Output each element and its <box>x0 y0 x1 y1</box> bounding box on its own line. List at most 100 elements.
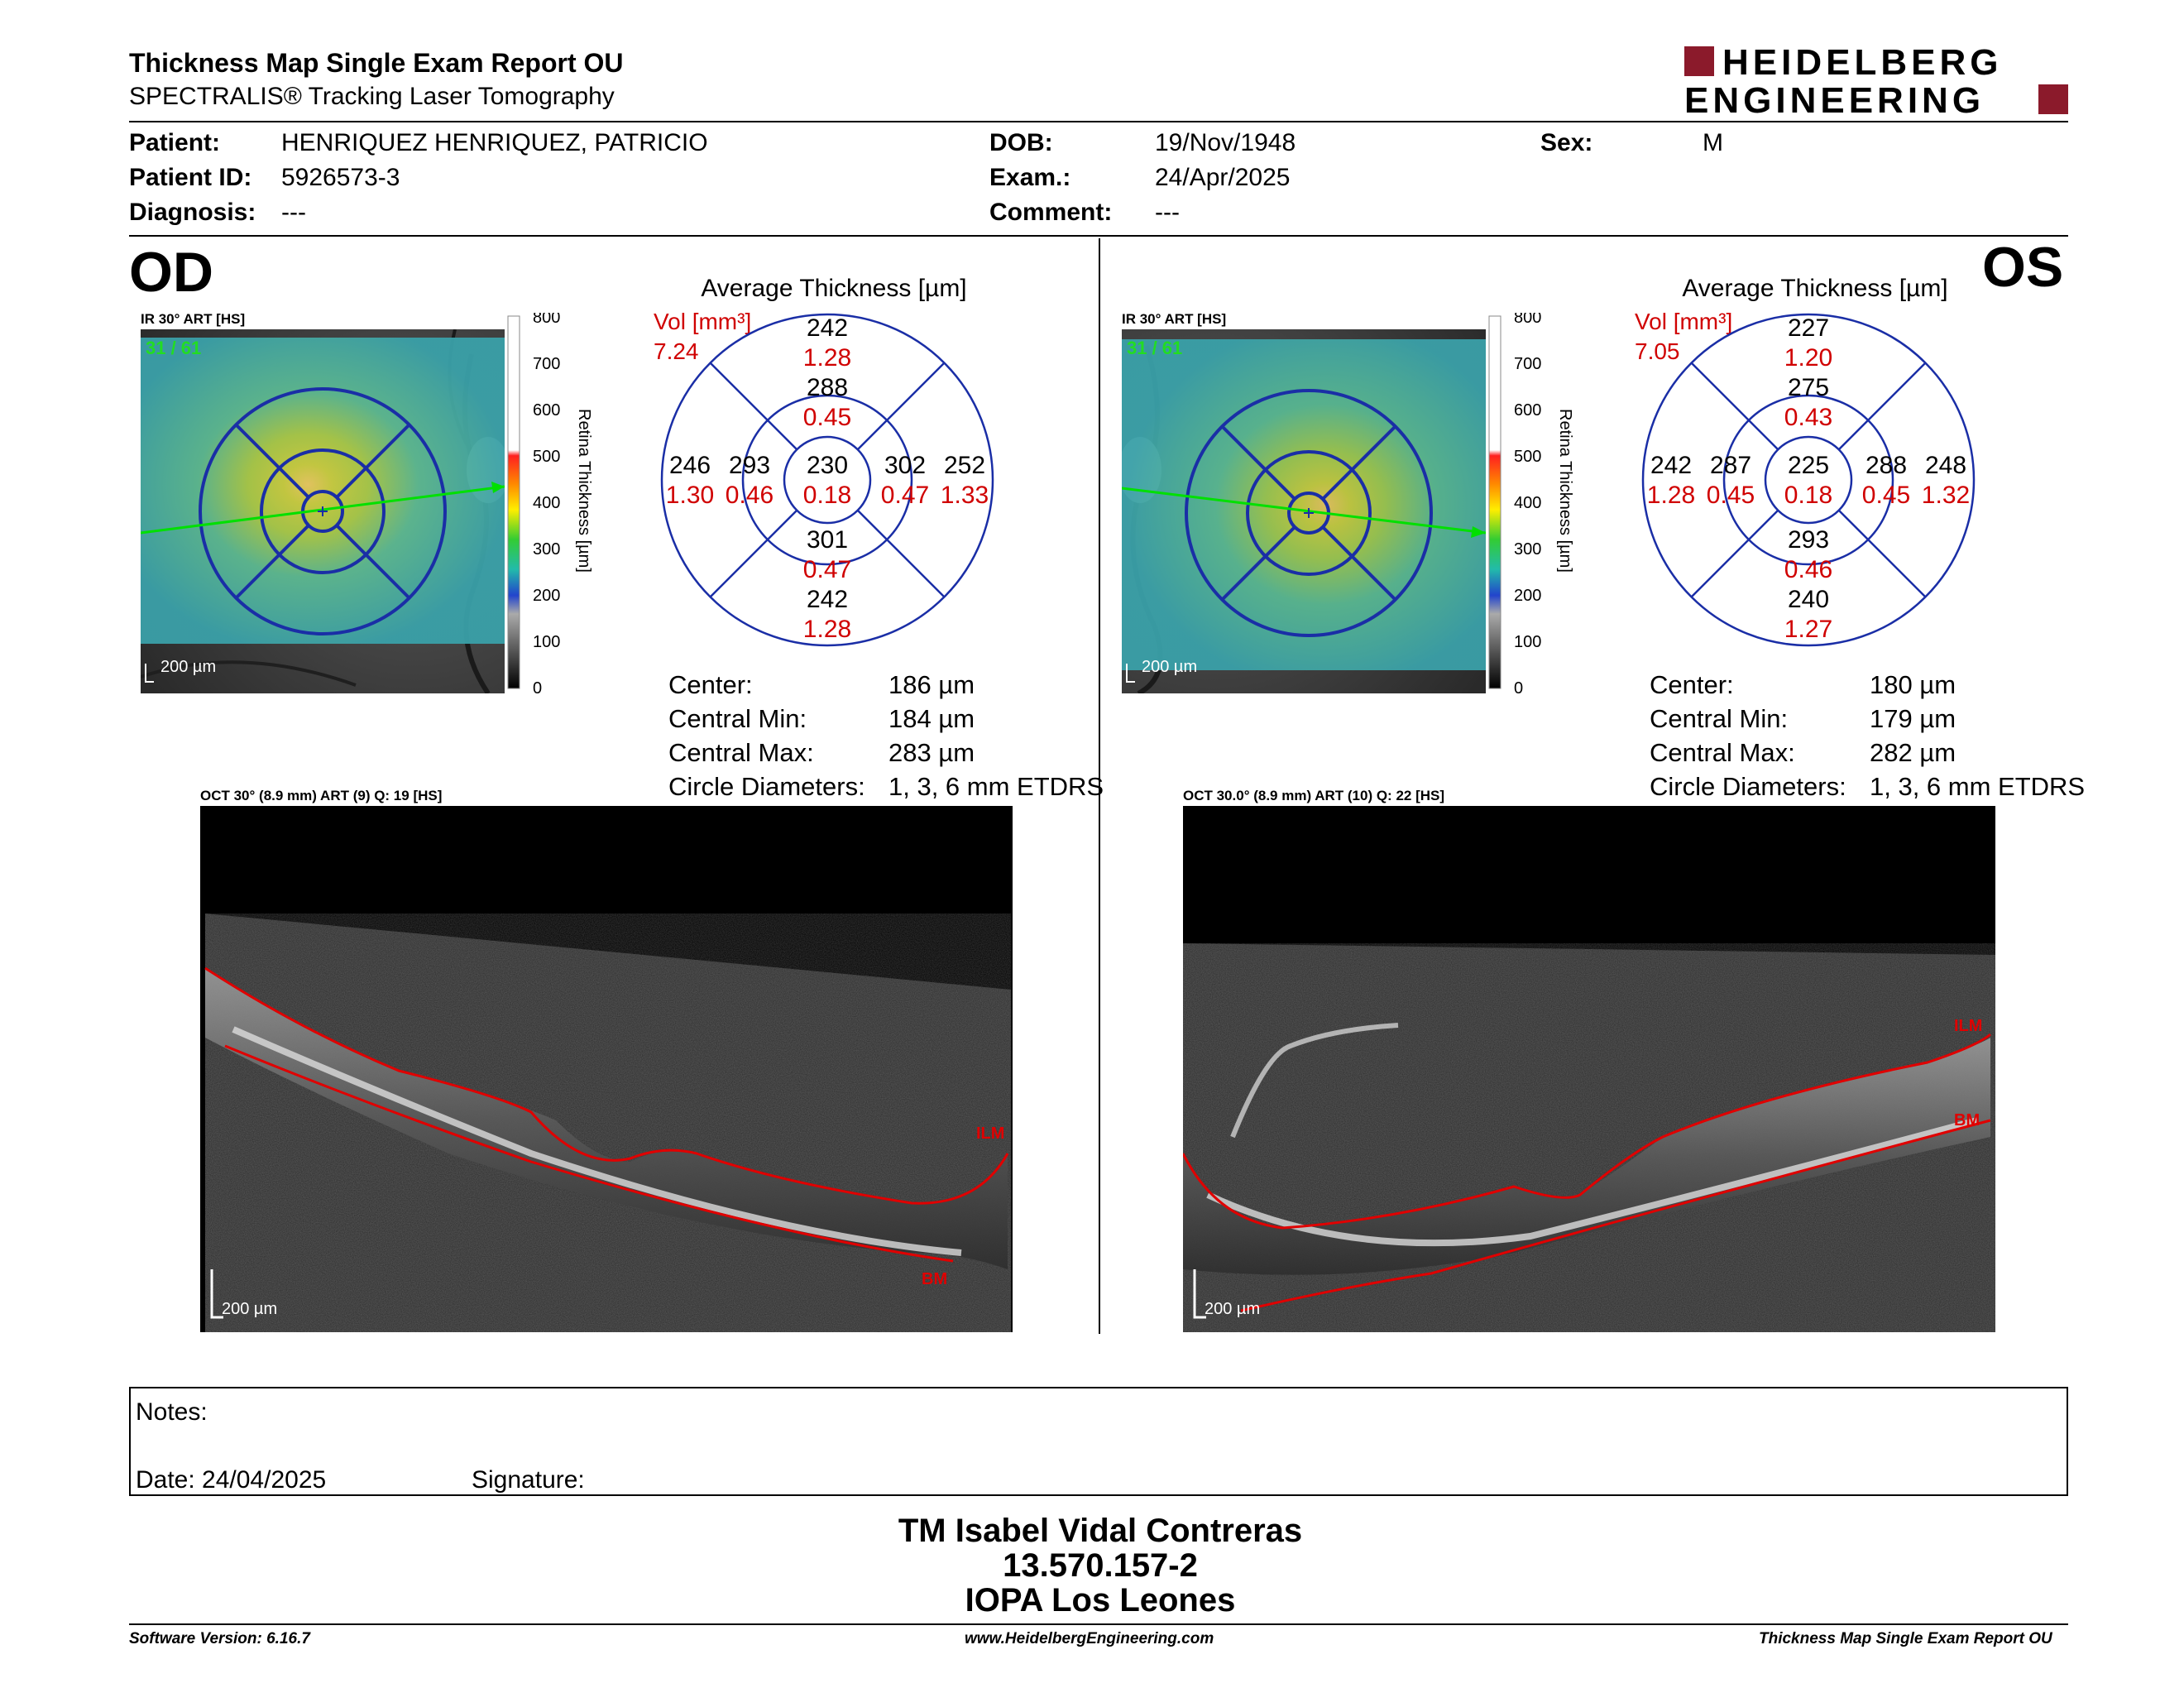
eye-label-os: OS <box>1982 236 2064 299</box>
od-center-label: Center: <box>668 670 753 699</box>
os-center-value: 180 µm <box>1870 670 1956 699</box>
od-min-label: Central Min: <box>668 704 807 733</box>
od-oct-scale: 200 µm <box>222 1300 277 1318</box>
comment-value: --- <box>1155 199 1180 226</box>
os-inner-right-thickness: 288 <box>1866 452 1907 479</box>
os-max-value: 282 µm <box>1870 738 1956 767</box>
footer-divider <box>129 1623 2068 1625</box>
patient-name: HENRIQUEZ HENRIQUEZ, PATRICIO <box>281 129 708 156</box>
header-divider <box>129 121 2068 122</box>
os-outer-sup-volume: 1.20 <box>1784 344 1832 372</box>
od-max-value: 283 µm <box>888 738 975 767</box>
od-cbar-tick: 600 <box>533 401 560 420</box>
od-cbar-tick: 300 <box>533 540 560 559</box>
od-oct-label: OCT 30° (8.9 mm) ART (9) Q: 19 [HS] <box>200 788 443 803</box>
os-oct-scale: 200 µm <box>1205 1300 1260 1318</box>
os-outer-right-thickness: 248 <box>1925 452 1966 479</box>
report-subtitle: SPECTRALIS® Tracking Laser Tomography <box>129 83 615 110</box>
od-bm-label: BM <box>922 1270 947 1288</box>
software-version: Software Version: 6.16.7 <box>129 1630 310 1647</box>
os-oct-bscan: ILM BM 200 µm <box>1181 806 1995 1332</box>
od-inner-left-volume: 0.46 <box>726 482 774 509</box>
od-colorbar: 800 700 600 500 400 300 200 100 0 Retina… <box>506 309 614 698</box>
od-outer-sup-volume: 1.28 <box>803 344 851 372</box>
od-outer-inf-volume: 1.28 <box>803 616 851 643</box>
os-bm-label: BM <box>1954 1111 1980 1129</box>
eye-divider <box>1099 238 1100 1334</box>
notes-box <box>129 1387 2068 1496</box>
os-frames: 31 / 61 <box>1127 338 1182 358</box>
os-thickness-map: 31 / 61 200 µm <box>1118 329 1487 696</box>
os-inner-sup-volume: 0.43 <box>1784 404 1832 431</box>
od-inner-right-thickness: 302 <box>884 452 926 479</box>
od-etdrs-grid: Average Thickness [µm] Vol [mm³] 7.24 24… <box>652 266 1016 660</box>
os-cbar-tick: 100 <box>1514 633 1541 651</box>
od-cbar-tick: 700 <box>533 355 560 373</box>
heidelberg-logo: HEIDELBERG ENGINEERING <box>1684 42 2068 121</box>
os-oct-label: OCT 30.0° (8.9 mm) ART (10) Q: 22 [HS] <box>1183 788 1445 803</box>
dob-value: 19/Nov/1948 <box>1155 129 1296 156</box>
od-vol-label: Vol [mm³] <box>654 309 751 334</box>
os-inner-inf-volume: 0.46 <box>1784 556 1832 583</box>
diagnosis-value: --- <box>281 199 306 226</box>
os-cbar-tick: 400 <box>1514 494 1541 512</box>
logo-text-2: ENGINEERING <box>1684 80 1985 117</box>
os-vol-total: 7.05 <box>1635 338 1680 364</box>
od-cbar-tick: 200 <box>533 587 560 605</box>
os-inner-inf-thickness: 293 <box>1788 526 1829 554</box>
os-cbar-tick: 600 <box>1514 401 1541 420</box>
os-ir-label: IR 30° ART [HS] <box>1122 311 1227 327</box>
os-cbar-tick: 800 <box>1514 313 1541 327</box>
os-cbar-tick: 0 <box>1514 679 1523 693</box>
od-ir-label: IR 30° ART [HS] <box>141 311 246 327</box>
os-outer-sup-thickness: 227 <box>1788 314 1829 342</box>
notes-date: Date: 24/04/2025 <box>136 1466 327 1494</box>
signature-label: Signature: <box>472 1466 585 1494</box>
report-title: Thickness Map Single Exam Report OU <box>129 48 624 78</box>
os-diam-value: 1, 3, 6 mm ETDRS <box>1870 772 2086 801</box>
dob-label: DOB: <box>989 129 1053 156</box>
od-max-label: Central Max: <box>668 738 814 767</box>
patient-divider <box>129 235 2068 237</box>
od-outer-right-volume: 1.33 <box>941 482 989 509</box>
os-colorbar: 800 700 600 500 400 300 200 100 0 Retina… <box>1487 309 1595 698</box>
od-inner-inf-volume: 0.47 <box>803 556 851 583</box>
od-cbar-tick: 0 <box>533 679 542 693</box>
website-link[interactable]: www.HeidelbergEngineering.com <box>965 1630 1214 1647</box>
sex-value: M <box>1703 129 1723 156</box>
od-cbar-tick: 800 <box>533 313 560 327</box>
os-min-label: Central Min: <box>1650 704 1789 733</box>
od-outer-left-thickness: 246 <box>669 452 711 479</box>
os-cbar-tick: 500 <box>1514 448 1541 466</box>
od-cbar-tick: 500 <box>533 448 560 466</box>
od-min-value: 184 µm <box>888 704 975 733</box>
logo-text-1: HEIDELBERG <box>1722 43 2002 83</box>
os-cbar-tick: 300 <box>1514 540 1541 559</box>
od-vol-total: 7.24 <box>654 338 699 364</box>
od-thickness-map: 31 / 61 200 µm <box>140 328 510 695</box>
od-cbar-tick: 400 <box>533 494 560 512</box>
os-scale: 200 µm <box>1142 658 1197 676</box>
patient-label: Patient: <box>129 129 221 156</box>
od-center-value: 186 µm <box>888 670 975 699</box>
od-avg-title: Average Thickness [µm] <box>701 275 966 302</box>
exam-value: 24/Apr/2025 <box>1155 164 1291 191</box>
od-inner-inf-thickness: 301 <box>807 526 848 554</box>
os-diam-label: Circle Diameters: <box>1650 772 1846 801</box>
od-ilm-label: ILM <box>976 1125 1004 1143</box>
os-outer-left-thickness: 242 <box>1650 452 1692 479</box>
os-cbar-title: Retina Thickness [µm] <box>1556 409 1574 573</box>
od-diam-value: 1, 3, 6 mm ETDRS <box>888 772 1104 801</box>
od-diam-label: Circle Diameters: <box>668 772 865 801</box>
os-ilm-label: ILM <box>1954 1017 1982 1035</box>
os-outer-inf-thickness: 240 <box>1788 586 1829 613</box>
os-inner-right-volume: 0.45 <box>1862 482 1910 509</box>
od-scale: 200 µm <box>160 658 216 676</box>
od-outer-right-thickness: 252 <box>944 452 985 479</box>
os-vol-label: Vol [mm³] <box>1635 309 1732 334</box>
os-etdrs-grid: Average Thickness [µm] Vol [mm³] 7.05 22… <box>1633 266 1997 660</box>
signer-id: 13.570.157-2 <box>1003 1547 1198 1584</box>
patient-id-label: Patient ID: <box>129 164 252 191</box>
exam-label: Exam.: <box>989 164 1071 191</box>
notes-label: Notes: <box>136 1398 208 1426</box>
